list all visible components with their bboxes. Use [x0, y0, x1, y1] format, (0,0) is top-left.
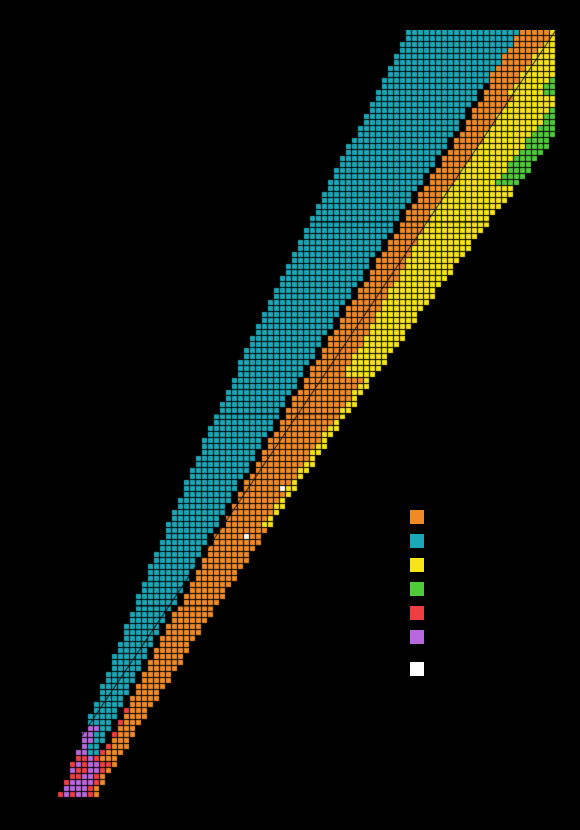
legend-swatch-white	[410, 662, 424, 676]
legend-swatch-yellow	[410, 558, 424, 572]
legend-swatch-purple	[410, 630, 424, 644]
legend-swatch-teal	[410, 534, 424, 548]
legend-swatch-orange	[410, 510, 424, 524]
classification-heatmap	[40, 30, 556, 798]
legend	[410, 510, 424, 686]
legend-swatch-green	[410, 582, 424, 596]
legend-swatch-red	[410, 606, 424, 620]
